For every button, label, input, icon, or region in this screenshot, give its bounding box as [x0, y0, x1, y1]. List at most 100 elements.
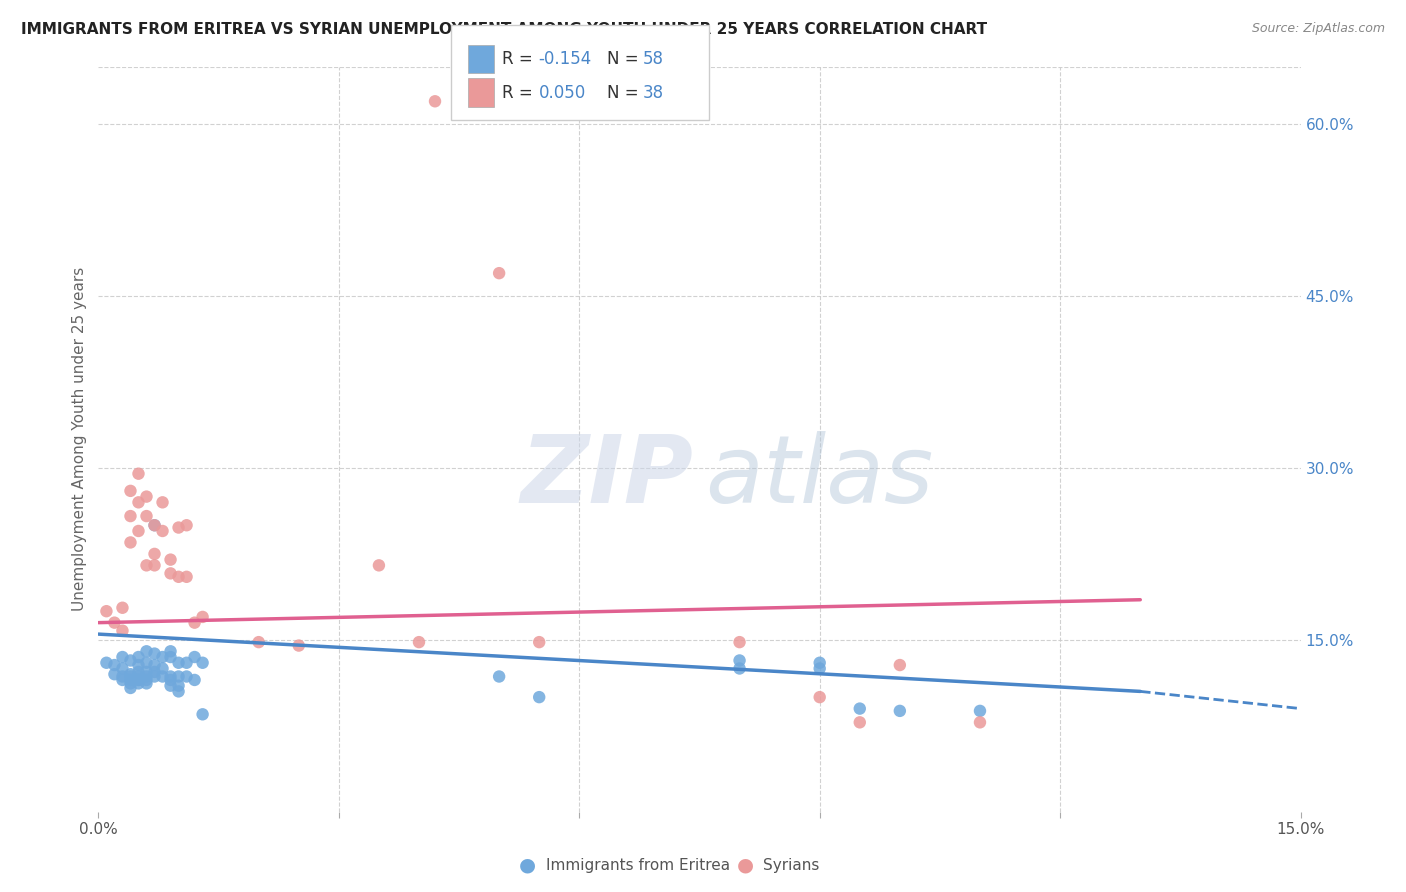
Point: [176, 656, 198, 670]
Point: [808, 690, 831, 705]
Point: [288, 639, 311, 653]
Point: [368, 558, 391, 573]
Point: [183, 650, 205, 665]
Point: [176, 669, 198, 683]
Point: [143, 518, 166, 533]
Point: [152, 661, 174, 675]
Point: [120, 676, 142, 690]
Point: [159, 650, 181, 665]
Point: [120, 535, 142, 549]
Point: [143, 647, 166, 661]
Point: [176, 570, 198, 584]
Point: [247, 635, 270, 649]
Point: [96, 656, 118, 670]
Text: Syrians: Syrians: [763, 858, 820, 872]
Point: [183, 615, 205, 630]
Point: [529, 635, 551, 649]
Point: [488, 266, 510, 280]
Point: [969, 715, 991, 730]
Point: [120, 653, 142, 667]
Text: 38: 38: [643, 84, 664, 102]
Point: [152, 524, 174, 538]
Point: [103, 658, 125, 673]
Point: [120, 681, 142, 695]
Point: [103, 615, 125, 630]
Text: -0.154: -0.154: [538, 50, 592, 68]
Point: [120, 673, 142, 687]
Point: [128, 665, 150, 679]
Point: [167, 669, 190, 683]
Text: Source: ZipAtlas.com: Source: ZipAtlas.com: [1251, 22, 1385, 36]
Point: [889, 658, 911, 673]
Point: [120, 669, 142, 683]
Point: [96, 604, 118, 618]
Point: [152, 669, 174, 683]
Point: [128, 669, 150, 683]
Point: [408, 635, 430, 649]
Point: [111, 650, 134, 665]
Point: [135, 558, 157, 573]
Text: R =: R =: [502, 84, 538, 102]
Point: [849, 715, 872, 730]
Point: [159, 566, 181, 581]
Point: [159, 669, 181, 683]
Text: N =: N =: [607, 84, 644, 102]
Point: [889, 704, 911, 718]
Point: [167, 656, 190, 670]
Point: [135, 509, 157, 524]
Point: [128, 524, 150, 538]
Point: [143, 547, 166, 561]
Point: [969, 704, 991, 718]
Point: [128, 658, 150, 673]
Point: [103, 667, 125, 681]
Point: [143, 558, 166, 573]
Point: [111, 624, 134, 638]
Point: [135, 644, 157, 658]
Point: [191, 610, 214, 624]
Point: [128, 673, 150, 687]
Point: [176, 518, 198, 533]
Point: [849, 701, 872, 715]
Point: [529, 690, 551, 705]
Point: [135, 656, 157, 670]
Point: [488, 669, 510, 683]
Text: N =: N =: [607, 50, 644, 68]
Point: [143, 518, 166, 533]
Point: [143, 669, 166, 683]
Text: IMMIGRANTS FROM ERITREA VS SYRIAN UNEMPLOYMENT AMONG YOUTH UNDER 25 YEARS CORREL: IMMIGRANTS FROM ERITREA VS SYRIAN UNEMPL…: [21, 22, 987, 37]
Point: [167, 679, 190, 693]
Point: [128, 673, 150, 687]
Point: [728, 661, 751, 675]
Y-axis label: Unemployment Among Youth under 25 years: Unemployment Among Youth under 25 years: [72, 268, 87, 611]
Point: [167, 684, 190, 698]
Point: [135, 490, 157, 504]
Point: [167, 570, 190, 584]
Point: [128, 467, 150, 481]
Point: [159, 644, 181, 658]
Point: [120, 483, 142, 498]
Point: [111, 600, 134, 615]
Point: [159, 673, 181, 687]
Point: [183, 673, 205, 687]
Text: ZIP: ZIP: [520, 431, 693, 523]
Point: [728, 635, 751, 649]
Point: [111, 669, 134, 683]
Point: [135, 676, 157, 690]
Point: [191, 707, 214, 722]
Point: [128, 650, 150, 665]
Point: [159, 679, 181, 693]
Point: [167, 520, 190, 534]
Point: [159, 552, 181, 566]
Point: [135, 673, 157, 687]
Text: 58: 58: [643, 50, 664, 68]
Point: [135, 665, 157, 679]
Point: [120, 667, 142, 681]
Point: [128, 676, 150, 690]
Point: [191, 656, 214, 670]
Point: [143, 658, 166, 673]
Point: [143, 665, 166, 679]
Text: 0.050: 0.050: [538, 84, 586, 102]
Point: [808, 656, 831, 670]
Point: [728, 653, 751, 667]
Point: [111, 673, 134, 687]
